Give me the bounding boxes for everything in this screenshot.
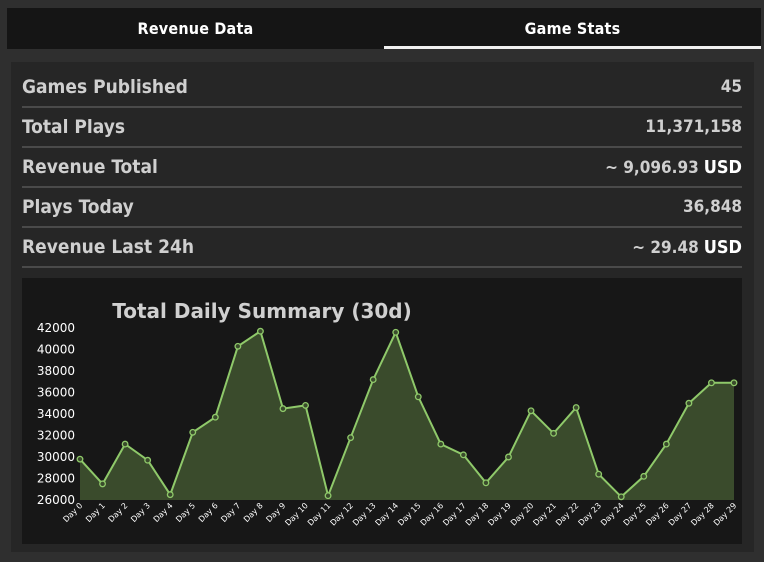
y-axis: 26000 28000 30000 32000 34000 36000 38000 40000… [37,321,75,507]
data-point[interactable] [189,428,197,436]
data-points [76,327,738,501]
stat-plays-today: Plays Today 36,848 [22,188,742,228]
x-tick-label: Day 11 [306,501,333,528]
tab-bar: Revenue Data Game Stats [7,8,761,49]
y-tick-label: 32000 [37,429,75,443]
area-fill [80,331,734,500]
data-point[interactable] [211,413,219,421]
game-stats-panel: Games Published 45 Total Plays 11,371,15… [11,62,754,552]
y-tick-label: 26000 [37,493,75,507]
x-tick-label: Day 3 [129,501,152,524]
chart-svg: Total Daily Summary (30d) 26000 28000 3000… [37,299,739,528]
x-tick-label: Day 22 [554,501,581,528]
x-tick-label: Day 26 [644,501,671,528]
x-tick-label: Day 28 [689,501,716,528]
stat-value: 11,371,158 [645,117,742,137]
x-tick-label: Day 17 [441,501,468,528]
x-tick-label: Day 23 [577,501,604,528]
data-point[interactable] [459,451,467,459]
x-tick-label: Day 5 [174,501,197,524]
x-tick-label: Day 16 [419,501,446,528]
x-tick-label: Day 27 [667,501,694,528]
x-tick-label: Day 2 [107,501,130,524]
y-tick-label: 42000 [37,321,75,335]
x-tick-label: Day 14 [374,501,401,528]
data-point[interactable] [144,456,152,464]
data-point[interactable] [76,455,84,463]
stat-label: Plays Today [22,196,134,218]
data-point[interactable] [595,470,603,478]
stat-value: 36,848 [682,197,742,217]
data-point[interactable] [324,492,332,500]
y-tick-label: 30000 [37,450,75,464]
x-tick-label: Day 1 [84,501,107,524]
x-axis: Day 0 Day 1 Day 2 Day 3 Day 4 Day 5 Day 6 Day 7… [61,501,738,528]
stat-value: 45 [720,77,742,97]
y-tick-label: 28000 [37,472,75,486]
data-point[interactable] [707,379,715,387]
data-point[interactable] [730,379,738,387]
x-tick-label: Day 7 [219,501,242,524]
currency-unit: USD [703,236,742,258]
x-tick-label: Day 12 [328,501,355,528]
chart-title: Total Daily Summary (30d) [112,299,412,323]
data-point[interactable] [392,328,400,336]
x-tick-label: Day 19 [486,501,513,528]
data-point[interactable] [347,434,355,442]
currency-unit: USD [703,156,742,178]
data-point[interactable] [527,407,535,415]
stat-label: Total Plays [22,116,126,138]
data-point[interactable] [121,440,129,448]
tab-game-stats[interactable]: Game Stats [384,8,761,49]
data-point[interactable] [279,405,287,413]
data-point[interactable] [369,376,377,384]
y-tick-label: 36000 [37,386,75,400]
x-tick-label: Day 21 [531,501,558,528]
data-point[interactable] [572,404,580,411]
data-point[interactable] [662,440,670,448]
daily-summary-chart: Total Daily Summary (30d) 26000 28000 3000… [22,278,742,544]
x-tick-label: Day 4 [152,501,175,524]
y-tick-label: 34000 [37,407,75,421]
stat-games-published: Games Published 45 [22,68,742,108]
data-point[interactable] [99,480,107,488]
tab-revenue-data[interactable]: Revenue Data [137,19,254,38]
stat-label: Revenue Last 24h [22,236,195,258]
x-tick-label: Day 18 [464,501,491,528]
stat-value: ~ 9,096.93 USD [605,156,742,178]
x-tick-label: Day 24 [599,501,626,528]
stat-total-plays: Total Plays 11,371,158 [22,108,742,148]
data-point[interactable] [617,493,625,501]
data-point[interactable] [166,491,174,499]
x-tick-label: Day 6 [197,501,220,524]
y-tick-label: 40000 [37,343,75,357]
data-point[interactable] [685,399,693,407]
x-tick-label: Day 10 [283,501,310,528]
data-point[interactable] [256,327,264,335]
x-tick-label: Day 8 [242,501,265,524]
x-tick-label: Day 13 [351,501,378,528]
data-point[interactable] [302,401,309,409]
data-point[interactable] [640,472,648,480]
x-tick-label: Day 29 [712,501,739,528]
series-line [79,329,734,499]
x-tick-label: Day 25 [622,501,649,528]
data-point[interactable] [550,429,558,437]
stat-label: Revenue Total [22,156,158,178]
data-point[interactable] [234,342,242,350]
x-tick-label: Day 20 [509,501,536,528]
y-tick-label: 38000 [37,364,75,378]
stat-value: ~ 29.48 USD [632,236,742,258]
data-point[interactable] [414,393,422,401]
stat-revenue-total: Revenue Total ~ 9,096.93 USD [22,148,742,188]
data-point[interactable] [505,453,512,461]
data-point[interactable] [437,440,445,448]
stats-list: Games Published 45 Total Plays 11,371,15… [22,68,742,268]
data-point[interactable] [482,479,490,487]
stat-revenue-last-24h: Revenue Last 24h ~ 29.48 USD [22,228,742,268]
stat-label: Games Published [22,76,188,98]
x-tick-label: Day 15 [396,501,423,528]
